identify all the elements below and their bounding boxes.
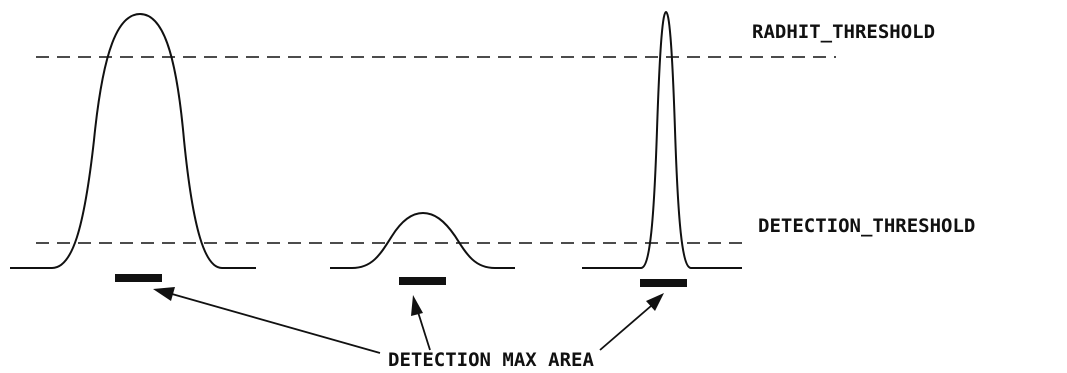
detection-threshold-label: DETECTION_THRESHOLD bbox=[758, 215, 975, 237]
detection-max-area-bar-2 bbox=[399, 277, 446, 285]
arrow-to-bar-3 bbox=[599, 293, 664, 351]
detection-max-area-label: DETECTION MAX AREA bbox=[388, 349, 594, 371]
detection-max-area-bar-1 bbox=[115, 274, 162, 282]
arrow-to-bar-1 bbox=[153, 287, 381, 354]
detection-max-area-bar-3 bbox=[640, 279, 687, 287]
wide-tall-pulse bbox=[10, 13, 256, 269]
radhit-threshold-label: RADHIT_THRESHOLD bbox=[752, 21, 935, 43]
narrow-tall-pulse bbox=[582, 11, 742, 269]
arrowhead-3 bbox=[646, 293, 664, 311]
arrowhead-1 bbox=[153, 287, 175, 301]
arrowhead-2 bbox=[411, 295, 423, 316]
arrow-to-bar-2 bbox=[411, 295, 431, 351]
small-pulse bbox=[330, 212, 515, 269]
